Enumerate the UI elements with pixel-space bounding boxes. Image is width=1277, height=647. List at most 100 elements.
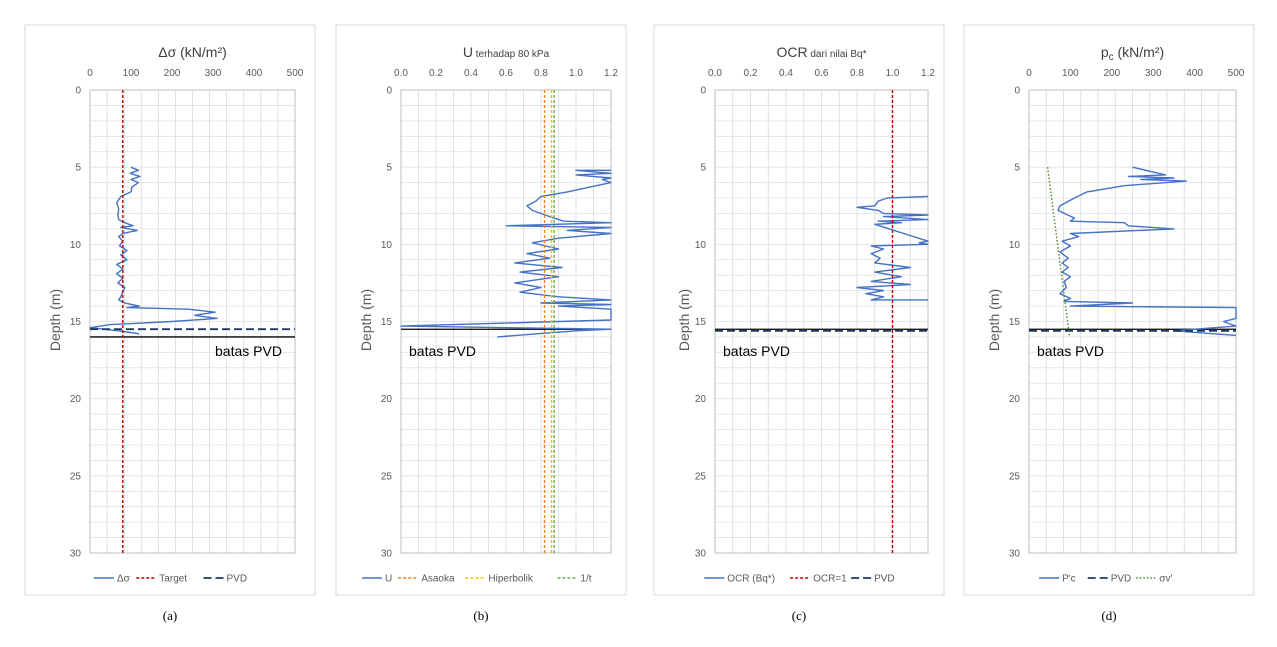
chart-frame xyxy=(24,24,316,596)
legend-label: Δσ xyxy=(117,574,131,585)
y-axis-label: Depth (m) xyxy=(358,289,374,351)
y-tick-label: 25 xyxy=(381,471,393,482)
x-tick-label: 0.6 xyxy=(815,68,829,79)
series-line xyxy=(1057,166,1237,337)
x-tick-label: 0.8 xyxy=(850,68,864,79)
y-tick-label: 10 xyxy=(381,240,393,251)
y-tick-label: 0 xyxy=(1014,86,1020,97)
legend-label: Target xyxy=(159,574,187,585)
chart-panel-4: 0 100 200 300 400 500 0 5 10 15 20 25 30 pc (kN/m²) De… xyxy=(963,24,1255,623)
legend-label: σv' xyxy=(1159,574,1172,585)
x-tick-label: 0.2 xyxy=(429,68,443,79)
chart-title-suffix: terhadap 80 kPa xyxy=(473,49,550,60)
x-tick-label: 0.0 xyxy=(394,68,408,79)
x-tick-label: 0.4 xyxy=(779,68,793,79)
chart-caption: (d) xyxy=(1101,608,1116,623)
chart-panel-3: 0.0 0.2 0.4 0.6 0.8 1.0 1.2 0 5 10 15 20 25 30 OCR dar… xyxy=(653,24,945,623)
y-tick-label: 10 xyxy=(1009,240,1021,251)
y-tick-label: 30 xyxy=(1009,549,1021,560)
x-tick-label: 0.0 xyxy=(708,68,722,79)
y-tick-label: 30 xyxy=(695,549,707,560)
chart-title: Δσ (kN/m²) xyxy=(158,44,227,60)
x-tick-label: 0.4 xyxy=(464,68,478,79)
chart-title-suffix: (kN/m²) xyxy=(1114,44,1165,60)
x-tick-label: 1.2 xyxy=(921,68,935,79)
legend-label: PVD xyxy=(227,574,248,585)
chart-caption: (a) xyxy=(163,608,177,623)
y-tick-label: 5 xyxy=(75,163,81,174)
legend-label: 1/t xyxy=(580,574,591,585)
legend-label: OCR=1 xyxy=(813,574,847,585)
y-tick-label: 0 xyxy=(386,86,392,97)
annotation-batas-pvd: batas PVD xyxy=(1037,343,1104,359)
y-axis-label: Depth (m) xyxy=(986,289,1002,351)
series-line xyxy=(856,195,929,301)
x-tick-label: 400 xyxy=(1186,68,1203,79)
y-tick-label: 25 xyxy=(70,471,82,482)
plot-area-border xyxy=(400,89,612,554)
legend-label: P'c xyxy=(1062,574,1076,585)
series-line xyxy=(1046,167,1071,337)
x-tick-label: 0.6 xyxy=(499,68,513,79)
y-tick-label: 10 xyxy=(70,240,82,251)
x-tick-label: 500 xyxy=(1228,68,1245,79)
chart-title: pc (kN/m²) xyxy=(1101,44,1164,63)
chart-frame xyxy=(653,24,945,596)
x-tick-label: 100 xyxy=(1062,68,1079,79)
x-tick-label: 0.8 xyxy=(534,68,548,79)
x-tick-label: 0 xyxy=(87,68,93,79)
annotation-batas-pvd: batas PVD xyxy=(215,343,282,359)
y-tick-label: 20 xyxy=(381,394,393,405)
x-tick-label: 1.0 xyxy=(569,68,583,79)
y-axis-label: Depth (m) xyxy=(676,289,692,351)
y-tick-label: 25 xyxy=(1009,471,1021,482)
chart-caption: (c) xyxy=(792,608,806,623)
chart-title-main: U xyxy=(463,44,473,60)
chart-title-main: Δσ (kN/m²) xyxy=(158,44,227,60)
annotation-batas-pvd: batas PVD xyxy=(723,343,790,359)
chart-caption: (b) xyxy=(473,608,488,623)
chart-title-main: p xyxy=(1101,44,1109,60)
y-tick-label: 10 xyxy=(695,240,707,251)
chart-title-suffix: dari nilai Bq* xyxy=(808,49,867,60)
chart-panel-2: 0.0 0.2 0.4 0.6 0.8 1.0 1.2 0 5 10 15 20 25 30 U terha… xyxy=(335,24,627,623)
y-tick-label: 25 xyxy=(695,471,707,482)
y-tick-label: 20 xyxy=(70,394,82,405)
annotation-batas-pvd: batas PVD xyxy=(409,343,476,359)
legend-label: U xyxy=(385,574,392,585)
y-tick-label: 30 xyxy=(70,549,82,560)
x-tick-label: 300 xyxy=(1145,68,1162,79)
x-tick-label: 200 xyxy=(164,68,181,79)
y-tick-label: 20 xyxy=(1009,394,1021,405)
y-tick-label: 0 xyxy=(700,86,706,97)
chart-frame xyxy=(335,24,627,596)
y-tick-label: 5 xyxy=(1014,163,1020,174)
plot-area-border xyxy=(89,89,296,554)
x-tick-label: 100 xyxy=(123,68,140,79)
y-tick-label: 15 xyxy=(1009,317,1021,328)
chart-panel-1: 0 100 200 300 400 500 0 5 10 15 20 25 30 Δσ (kN/m²) De… xyxy=(24,24,316,623)
legend-label: OCR (Bq*) xyxy=(727,574,775,585)
y-tick-label: 15 xyxy=(70,317,82,328)
y-tick-label: 5 xyxy=(386,163,392,174)
legend-label: PVD xyxy=(1111,574,1132,585)
x-tick-label: 0.2 xyxy=(744,68,758,79)
plot-area-border xyxy=(1028,89,1237,554)
chart-title-main: OCR xyxy=(776,44,807,60)
y-tick-label: 15 xyxy=(381,317,393,328)
legend-label: Hiperbolik xyxy=(488,574,533,585)
y-axis-label: Depth (m) xyxy=(47,289,63,351)
x-tick-label: 0 xyxy=(1026,68,1032,79)
legend-label: PVD xyxy=(874,574,895,585)
series-line xyxy=(400,169,612,338)
y-tick-label: 5 xyxy=(700,163,706,174)
x-tick-label: 1.2 xyxy=(604,68,618,79)
chart-title: OCR dari nilai Bq* xyxy=(776,44,866,60)
y-tick-label: 20 xyxy=(695,394,707,405)
chart-title-subscript: c xyxy=(1109,52,1114,63)
x-tick-label: 300 xyxy=(205,68,222,79)
chart-title: U terhadap 80 kPa xyxy=(463,44,550,60)
x-tick-label: 200 xyxy=(1103,68,1120,79)
x-tick-label: 1.0 xyxy=(886,68,900,79)
